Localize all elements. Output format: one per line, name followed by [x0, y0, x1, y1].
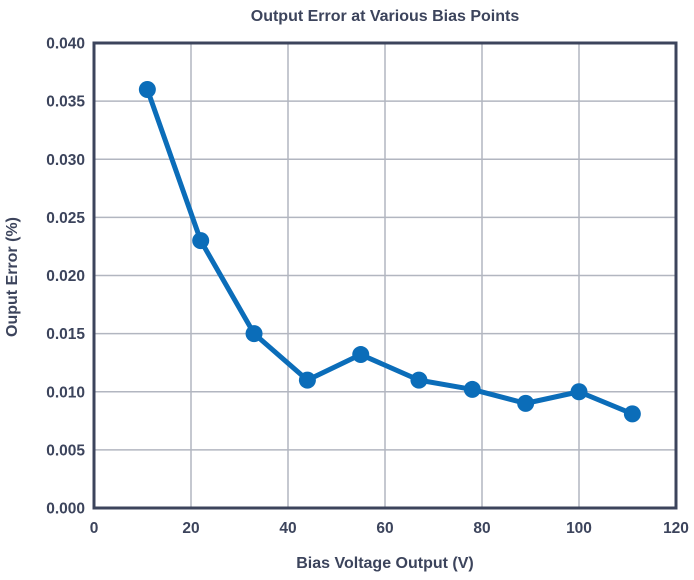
x-axis-label: Bias Voltage Output (V)	[296, 555, 473, 572]
x-tick-label: 80	[473, 520, 490, 537]
x-tick-label: 20	[182, 520, 199, 537]
data-point-marker	[463, 380, 481, 398]
gridlines	[94, 43, 676, 508]
x-tick-label: 40	[279, 520, 296, 537]
data-point-marker	[138, 81, 156, 98]
data-point-marker	[298, 371, 316, 389]
data-point-marker	[517, 394, 535, 412]
tick-labels: 0 20 40 60 80 100 120 0.000 0.005 0.010 0.015 0.020…	[46, 36, 689, 538]
y-tick-label: 0.010	[46, 384, 85, 401]
data-point-marker	[352, 346, 370, 364]
data-point-marker	[245, 325, 263, 343]
plot-border-rect	[92, 41, 678, 510]
data-point-marker	[623, 405, 641, 423]
data-point-marker	[410, 371, 428, 389]
series-line	[144, 87, 635, 417]
x-tick-label: 0	[90, 520, 99, 537]
data-series	[138, 81, 641, 423]
x-tick-label: 100	[566, 520, 592, 537]
chart-title: Output Error at Various Bias Points	[251, 8, 520, 25]
data-point-marker	[192, 232, 210, 250]
y-tick-label: 0.000	[46, 501, 85, 518]
x-tick-label: 60	[376, 520, 393, 537]
y-tick-label: 0.030	[46, 152, 85, 169]
y-tick-label: 0.015	[46, 326, 85, 343]
y-tick-label: 0.025	[46, 210, 85, 227]
y-tick-label: 0.035	[46, 94, 85, 111]
data-point-marker	[570, 383, 588, 401]
x-tick-label: 120	[663, 520, 689, 537]
y-axis-label: Ouput Error (%)	[4, 217, 21, 337]
plot-border	[92, 41, 678, 510]
y-tick-label: 0.005	[46, 442, 85, 459]
y-tick-label: 0.040	[46, 36, 85, 53]
y-tick-label: 0.020	[46, 268, 85, 285]
